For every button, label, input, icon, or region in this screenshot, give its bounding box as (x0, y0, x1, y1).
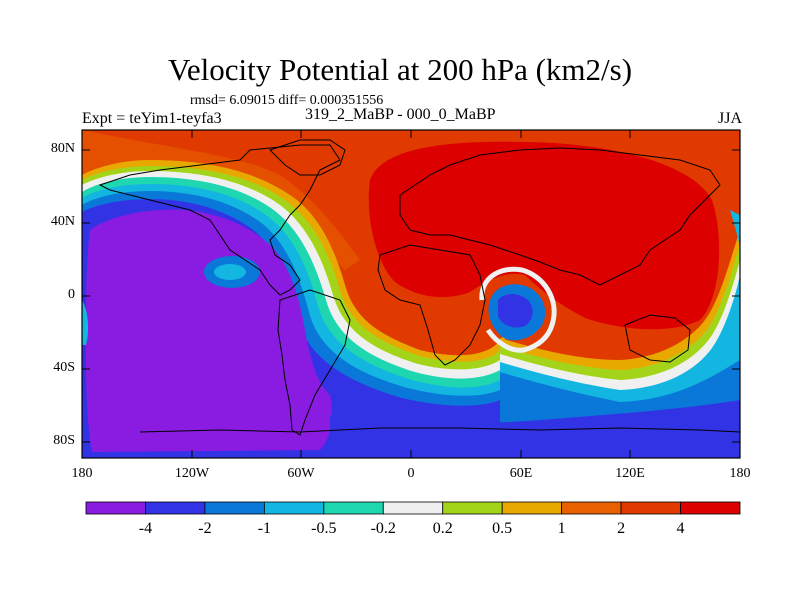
y-tick-label: 0 (68, 287, 75, 302)
y-tick-label: 80S (53, 433, 75, 448)
colorbar-swatch (442, 501, 503, 515)
experiment-label: Expt = teYim1-teyfa3 (82, 110, 222, 127)
north-america-outline (98, 144, 341, 296)
colorbar-swatch (680, 501, 741, 515)
southern-ocean-deep-blue (330, 400, 740, 458)
australia-outline (624, 314, 691, 363)
x-tick-label: 0 (407, 466, 415, 481)
africa-outline (377, 244, 486, 366)
colorbar-swatch (263, 501, 325, 515)
y-tick-label: 40N (50, 214, 75, 229)
season-label: JJA (717, 110, 742, 127)
colorbar-swatch (323, 501, 384, 515)
coastlines (98, 139, 740, 436)
colorbar-label: 0.5 (492, 520, 513, 537)
colorbar-label: -2 (198, 520, 212, 537)
pacific-eddy-core (214, 264, 246, 280)
x-tick-label: 180 (729, 466, 751, 481)
right-edge-sliver (730, 210, 740, 250)
indian-ocean-eddy-core (498, 294, 533, 328)
colorbar-label: -0.5 (311, 520, 337, 537)
x-tick-label: 60E (509, 466, 533, 481)
colorbar (85, 501, 741, 515)
colorbar-label: 0.2 (432, 520, 453, 537)
field-level-above-4 (368, 141, 720, 330)
eurasia-outline (399, 147, 721, 286)
colorbar-swatch (382, 501, 444, 515)
colorbar-swatch (561, 501, 622, 515)
colorbar-label: 4 (676, 520, 685, 537)
colorbar-label: 1 (557, 520, 566, 537)
y-tick-label: 40S (53, 360, 75, 375)
colorbar-swatch (204, 501, 265, 515)
colorbar-label: 2 (617, 520, 626, 537)
colorbar-label: -4 (138, 520, 153, 537)
comparison-label: 319_2_MaBP - 000_0_MaBP (305, 106, 496, 123)
colorbar-swatch (145, 501, 206, 515)
field-level-below-neg-4 (86, 209, 332, 452)
x-tick-label: 120W (174, 466, 210, 481)
colorbar-swatch (501, 501, 563, 515)
y-tick-label: 80N (50, 141, 75, 156)
indian-ocean-eddy-ring (479, 266, 557, 353)
x-tick-label: 60W (287, 466, 315, 481)
stats-label: rmsd= 6.09015 diff= 0.000351556 (190, 93, 384, 108)
left-edge-sliver (82, 300, 89, 345)
plot-title: Velocity Potential at 200 hPa (km2/s) (167, 52, 633, 87)
colorbar-label: -1 (257, 520, 272, 537)
greenland-outline (269, 139, 346, 176)
colorbar-swatch (85, 501, 146, 515)
contour-field (82, 130, 740, 458)
colorbar-swatch (620, 501, 681, 515)
antarctica-outline (139, 427, 740, 433)
x-tick-label: 180 (71, 466, 93, 481)
colorbar-label: -0.2 (370, 520, 396, 537)
x-tick-label: 120E (615, 466, 645, 481)
axis-ticks (81, 130, 741, 458)
south-america-outline (277, 289, 351, 436)
